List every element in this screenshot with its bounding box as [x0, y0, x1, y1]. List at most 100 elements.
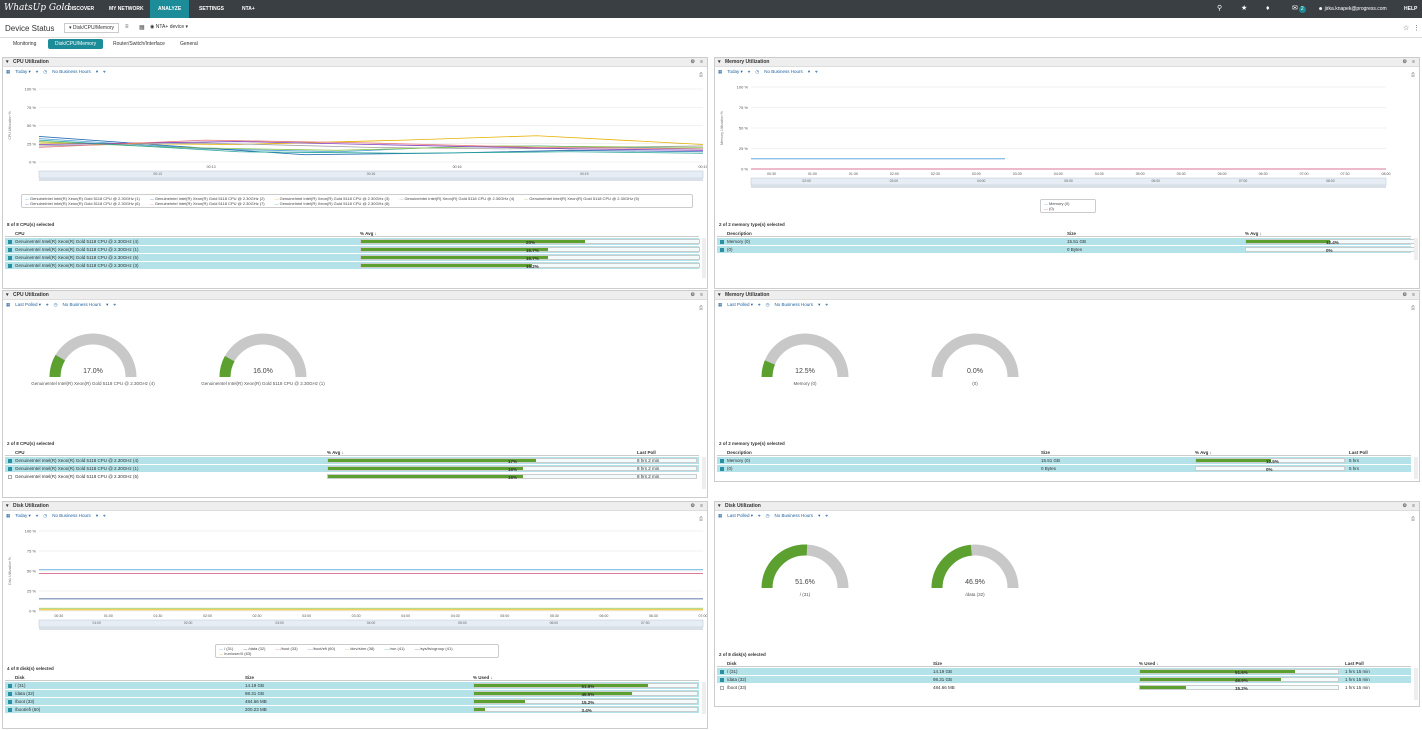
table-row[interactable]: Memory (0) 15.51 GB 12.4% [717, 238, 1415, 245]
selection-summary[interactable]: 2 of 8 disk(s) selected [719, 652, 766, 657]
legend-item[interactable]: —/data (32) [243, 646, 270, 651]
selection-summary[interactable]: 2 of 2 memory type(s) selected [719, 441, 785, 446]
column-header[interactable]: Disk [15, 675, 25, 680]
row-checkbox[interactable] [720, 467, 724, 471]
column-header[interactable]: Size [245, 675, 255, 680]
table-row[interactable]: (0) 0 Bytes 0% [717, 246, 1415, 253]
row-checkbox[interactable] [720, 686, 724, 690]
whatsup-gold-logo[interactable]: WhatsUp Gold [4, 3, 71, 13]
row-checkbox[interactable] [720, 670, 724, 674]
column-header[interactable]: % Avg ↓ [1245, 231, 1262, 236]
export-icon[interactable]: ⎙ [698, 72, 703, 78]
business-hours-dropdown[interactable]: No Business Hours [52, 513, 91, 518]
business-hours-dropdown[interactable]: No Business Hours [764, 69, 803, 74]
range-dropdown[interactable]: Last Polled ▾ [15, 302, 42, 307]
column-header[interactable]: Description [727, 231, 752, 236]
range-dropdown[interactable]: Today ▾ [727, 69, 743, 74]
pin-icon[interactable]: ⌖ [825, 302, 828, 307]
table-row[interactable]: / (31) 14.19 GB 51.6% [5, 682, 699, 689]
column-header[interactable]: % Used ↓ [1139, 661, 1159, 666]
table-row[interactable]: /boot/efi (60) 200.23 MB 3.4% [5, 706, 699, 713]
business-hours-dropdown[interactable]: No Business Hours [774, 302, 814, 307]
collapse-caret-icon[interactable]: ▾ [718, 292, 721, 298]
pin-icon[interactable]: ⌖ [103, 513, 106, 518]
business-hours-dropdown[interactable]: No Business Hours [52, 69, 91, 74]
business-hours-dropdown[interactable]: No Business Hours [62, 302, 102, 307]
menu-icon[interactable]: ⋮ [1413, 25, 1420, 32]
row-checkbox[interactable] [720, 248, 724, 252]
export-icon[interactable]: ⎙ [1410, 72, 1415, 78]
table-row[interactable]: GenuineIntel Intel(R) Xeon(R) Gold 5118 … [5, 254, 700, 261]
business-hours-caret-icon[interactable]: ▾ [818, 513, 821, 518]
calendar-icon[interactable]: ▦ [6, 302, 11, 307]
legend-item[interactable]: —GenuineIntel Intel(R) Xeon(R) Gold 5118… [524, 196, 644, 201]
pin-icon[interactable]: ⌖ [103, 69, 106, 74]
business-hours-caret-icon[interactable]: ▾ [106, 302, 109, 307]
table-scrollbar[interactable] [1414, 238, 1418, 260]
column-header[interactable]: Size [1041, 450, 1051, 455]
calendar-icon[interactable]: ▦ [718, 513, 723, 518]
table-row[interactable]: GenuineIntel Intel(R) Xeon(R) Gold 5118 … [5, 465, 699, 472]
row-checkbox[interactable] [8, 475, 12, 479]
collapse-caret-icon[interactable]: ▾ [6, 503, 9, 509]
legend-item[interactable]: —/boot (33) [275, 646, 302, 651]
row-checkbox[interactable] [8, 467, 12, 471]
business-hours-dropdown[interactable]: No Business Hours [774, 513, 814, 518]
help-link[interactable]: HELP [1404, 6, 1418, 12]
legend-item[interactable]: —/ (31) [219, 646, 238, 651]
pin-icon[interactable]: ⌖ [46, 302, 49, 307]
column-header[interactable]: Last Poll [1349, 450, 1368, 455]
legend-item[interactable]: —Memory (0) [1044, 201, 1074, 206]
table-row[interactable]: /boot (33) 484.66 MB 15.2% [5, 698, 699, 705]
business-hours-caret-icon[interactable]: ▾ [807, 69, 811, 74]
row-checkbox[interactable] [8, 264, 12, 268]
panel-menu-icon[interactable]: ≡ [700, 59, 703, 65]
user-menu[interactable]: ☻ jirka.knapek@progress.com [1318, 6, 1387, 12]
row-checkbox[interactable] [8, 708, 12, 712]
pin-icon[interactable]: ⌖ [113, 302, 116, 307]
clock-icon[interactable]: ◷ [53, 302, 58, 307]
legend-item[interactable]: —GenuineIntel Intel(R) Xeon(R) Gold 5118… [399, 196, 519, 201]
nav-my-network[interactable]: MY NETWORK [109, 6, 144, 12]
tab-monitoring[interactable]: Monitoring [13, 41, 37, 47]
calendar-icon[interactable]: ▦ [718, 69, 723, 74]
export-icon[interactable]: ⎙ [698, 305, 703, 311]
collapse-caret-icon[interactable]: ▾ [718, 59, 721, 65]
star-icon[interactable]: ★ [1241, 5, 1248, 12]
table-row[interactable]: (0) 0 Bytes 0% 5 hrs [717, 465, 1411, 472]
legend-item[interactable]: —GenuineIntel Intel(R) Xeon(R) Gold 5118… [275, 196, 395, 201]
table-row[interactable]: / (31) 14.19 GB 51.6% 1 hrs 15 min [717, 668, 1411, 675]
table-scrollbar[interactable] [702, 457, 706, 489]
table-scrollbar[interactable] [1414, 457, 1418, 479]
tab-router-switch-interface[interactable]: Router/Switch/Interface [113, 41, 165, 47]
business-hours-caret-icon[interactable]: ▾ [818, 302, 821, 307]
column-header[interactable]: Size [933, 661, 943, 666]
search-icon[interactable]: ⚲ [1217, 5, 1223, 12]
column-header[interactable]: CPU [15, 450, 25, 455]
range-dropdown[interactable]: Today ▾ [15, 69, 31, 74]
column-header[interactable]: Last Poll [1345, 661, 1364, 666]
table-row[interactable]: /data (32) 98.31 GB 46.9% 1 hrs 15 min [717, 676, 1411, 683]
column-header[interactable]: % Used ↓ [473, 675, 493, 680]
panel-menu-icon[interactable]: ≡ [1412, 59, 1415, 65]
pin-icon[interactable]: ⌖ [758, 513, 761, 518]
panel-menu-icon[interactable]: ≡ [1412, 503, 1415, 509]
gear-icon[interactable]: ⚙ [690, 503, 695, 509]
device-list-icon[interactable]: ▦ [139, 25, 145, 31]
calendar-icon[interactable]: ▦ [6, 69, 11, 74]
table-scrollbar[interactable] [702, 682, 706, 714]
selection-summary[interactable]: 4 of 8 disk(s) selected [7, 666, 54, 671]
clock-icon[interactable]: ◷ [43, 513, 48, 518]
device-dropdown[interactable]: ◉ NTA+ device ▾ [150, 24, 189, 30]
gear-icon[interactable]: ⚙ [1402, 503, 1407, 509]
range-dropdown[interactable]: Last Polled ▾ [727, 302, 754, 307]
panel-menu-icon[interactable]: ≡ [1412, 292, 1415, 298]
collapse-caret-icon[interactable]: ▾ [718, 503, 721, 509]
nav-analyze[interactable]: ANALYZE [150, 0, 190, 18]
legend-item[interactable]: —GenuineIntel Intel(R) Xeon(R) Gold 5118… [150, 196, 270, 201]
legend-item[interactable]: —GenuineIntel Intel(R) Xeon(R) Gold 5118… [150, 201, 270, 206]
selection-summary[interactable]: 2 of 2 memory type(s) selected [719, 222, 785, 227]
calendar-icon[interactable]: ▦ [718, 302, 723, 307]
legend-item[interactable]: —GenuineIntel Intel(R) Xeon(R) Gold 5118… [25, 201, 145, 206]
column-header[interactable]: % Avg ↓ [327, 450, 344, 455]
